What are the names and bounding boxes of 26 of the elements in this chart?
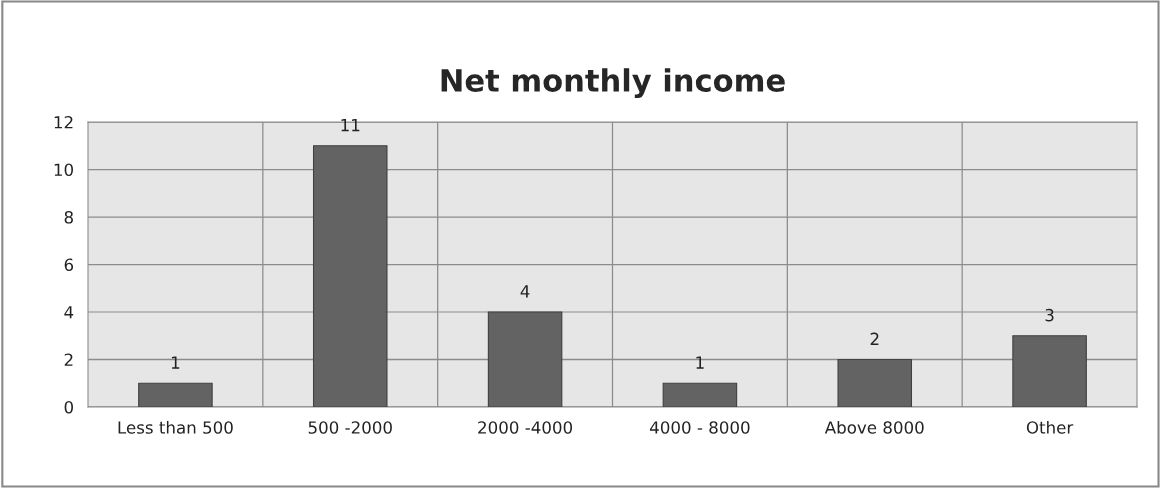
y-tick-label: 10 <box>54 163 73 177</box>
data-label: 2 <box>870 332 879 345</box>
x-tick-label: 4000 - 8000 <box>650 421 750 434</box>
data-label: 4 <box>520 285 530 298</box>
data-label: 11 <box>341 119 360 132</box>
x-tick-label: Above 8000 <box>824 420 924 434</box>
y-tick-label: 4 <box>64 306 74 319</box>
bar <box>312 145 388 407</box>
bar <box>1012 335 1087 407</box>
y-tick-label: 12 <box>54 115 73 129</box>
chart-title: Net monthly income <box>441 68 785 99</box>
bar <box>837 358 913 407</box>
data-label: 1 <box>171 356 180 369</box>
y-tick-label: 8 <box>64 210 73 224</box>
x-tick-label: 2000 -4000 <box>478 421 573 434</box>
x-tick-label: Less than 500 <box>118 420 233 434</box>
y-tick-label: 6 <box>64 258 74 272</box>
bar <box>138 382 213 407</box>
bar <box>662 382 738 407</box>
y-tick-label: 2 <box>64 353 73 366</box>
x-tick-label: Other <box>1026 420 1074 434</box>
data-label: 1 <box>696 356 704 369</box>
y-tick-label: 0 <box>64 400 73 414</box>
bar <box>487 311 563 407</box>
data-label: 3 <box>1045 308 1054 322</box>
x-tick-label: 500 -2000 <box>308 421 392 434</box>
